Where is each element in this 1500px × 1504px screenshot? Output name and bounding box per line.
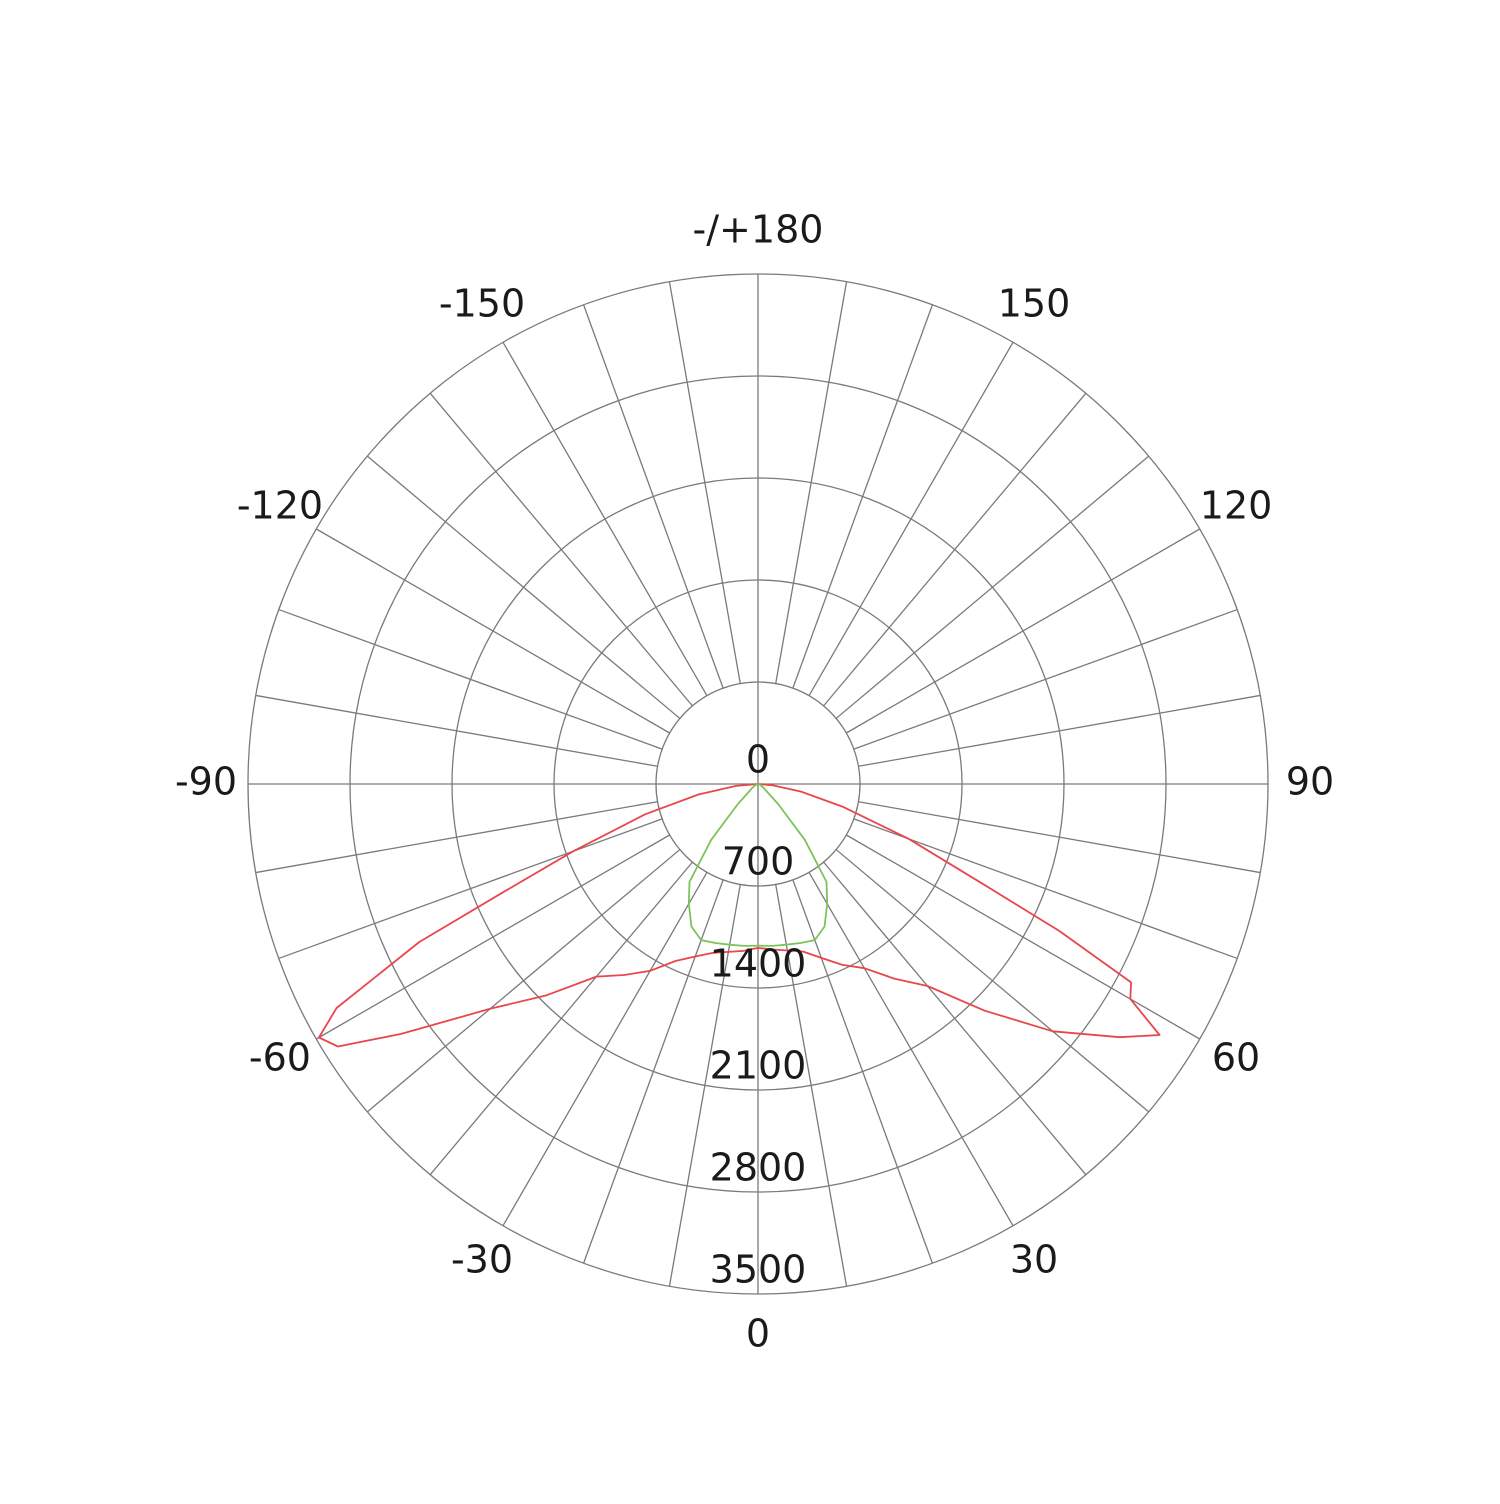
grid-spoke xyxy=(278,608,663,750)
grid-spoke xyxy=(668,281,741,684)
grid-spoke xyxy=(502,872,708,1226)
grid xyxy=(247,273,1269,1295)
grid-spoke xyxy=(835,849,1150,1113)
angle-tick-label: -120 xyxy=(237,484,323,528)
grid-spoke xyxy=(808,342,1014,696)
curve xyxy=(687,783,829,947)
r-tick-label: 0 xyxy=(746,738,770,782)
angle-tick-label: -150 xyxy=(439,281,525,325)
angle-tick-label: -30 xyxy=(451,1238,513,1282)
curve xyxy=(318,783,1161,1048)
angle-tick-label: 120 xyxy=(1200,484,1273,528)
angle-tick-label: -60 xyxy=(249,1036,311,1080)
grid-spoke xyxy=(823,392,1087,707)
grid-spoke xyxy=(582,304,724,689)
angle-tick-label: 150 xyxy=(998,281,1071,325)
grid-spoke xyxy=(582,879,724,1264)
r-tick-label: 2800 xyxy=(710,1146,807,1190)
grid-spoke xyxy=(853,608,1238,750)
r-tick-label: 2100 xyxy=(710,1044,807,1088)
grid-spoke xyxy=(255,694,658,767)
grid-spoke xyxy=(775,281,848,684)
grid-spoke xyxy=(853,818,1238,960)
grid-spoke xyxy=(792,304,934,689)
grid-spoke xyxy=(792,879,934,1264)
grid-spoke xyxy=(846,834,1200,1040)
grid-spoke xyxy=(835,455,1150,719)
grid-spoke xyxy=(278,818,663,960)
grid-spoke xyxy=(429,392,693,707)
grid-spoke xyxy=(316,834,670,1040)
angle-tick-label: -/+180 xyxy=(693,208,824,252)
grid-spoke xyxy=(775,884,848,1287)
grid-spoke xyxy=(502,342,708,696)
grid-spoke xyxy=(366,455,681,719)
grid-spoke xyxy=(846,528,1200,734)
grid-spoke xyxy=(858,801,1261,874)
grid-spoke xyxy=(366,849,681,1113)
grid-spoke xyxy=(316,528,670,734)
angle-tick-label: 30 xyxy=(1010,1238,1058,1282)
r-tick-label: 700 xyxy=(722,840,795,884)
grid-spoke xyxy=(858,694,1261,767)
r-tick-label: 3500 xyxy=(710,1248,807,1292)
grid-spoke xyxy=(429,861,693,1176)
angle-tick-label: -90 xyxy=(175,760,237,804)
grid-spoke xyxy=(255,801,658,874)
angle-tick-label: 0 xyxy=(746,1312,770,1356)
angle-tick-label: 60 xyxy=(1212,1036,1260,1080)
grid-spoke xyxy=(808,872,1014,1226)
grid-spoke xyxy=(823,861,1087,1176)
r-tick-label: 1400 xyxy=(710,942,807,986)
angle-tick-label: 90 xyxy=(1286,760,1334,804)
